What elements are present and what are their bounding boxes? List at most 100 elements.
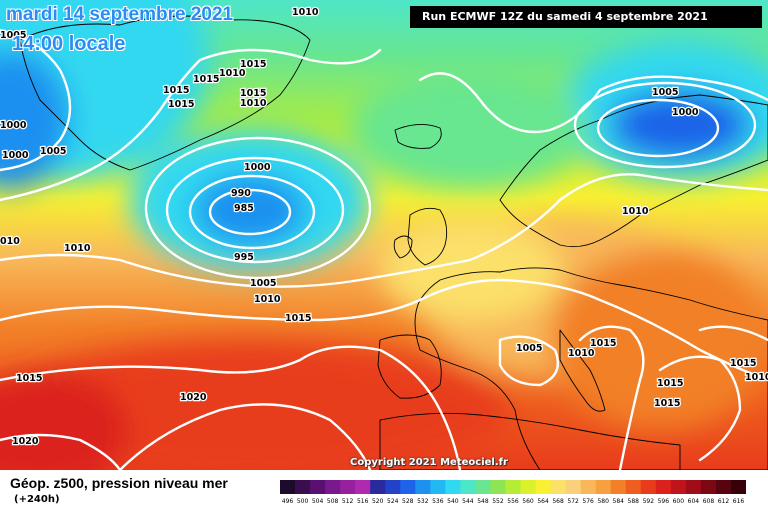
forecast-date: mardi 14 septembre 2021 — [6, 4, 234, 25]
legend-value: 496 — [282, 498, 294, 505]
legend-swatch — [430, 480, 446, 494]
isobar-labels: 1010 1005 1015 1010 1015 1015 1015 1010 … — [0, 6, 768, 449]
isobar-label: 995 — [234, 252, 254, 263]
legend-value: 508 — [327, 498, 339, 505]
legend-value: 568 — [552, 498, 564, 505]
isobar-label: 1015 — [590, 338, 616, 349]
legend-value: 548 — [477, 498, 489, 505]
legend-value: 500 — [297, 498, 309, 505]
legend-value: 528 — [402, 498, 414, 505]
legend-value: 584 — [613, 498, 625, 505]
legend-swatch — [355, 480, 371, 494]
model-run-info: Run ECMWF 12Z du samedi 4 septembre 2021 — [410, 6, 762, 28]
legend-value: 576 — [582, 498, 594, 505]
iceland-coast — [394, 124, 442, 149]
legend-swatch — [400, 480, 416, 494]
z500-field — [0, 0, 768, 470]
legend-swatch — [280, 480, 296, 494]
legend-value: 600 — [673, 498, 685, 505]
isobar-label: 1000 — [2, 150, 29, 161]
legend-swatch — [520, 480, 536, 494]
isobar-label: 1010 — [292, 7, 319, 18]
legend-swatch — [310, 480, 326, 494]
forecast-lead-time: (+240h) — [14, 494, 60, 505]
isobar-label: 1010 — [254, 294, 281, 305]
legend-value: 512 — [342, 498, 354, 505]
legend-swatch — [610, 480, 627, 494]
isobar-label: 1000 — [244, 162, 271, 173]
weather-map: 1010 1005 1015 1010 1015 1015 1015 1010 … — [0, 0, 768, 470]
isobar-label: 010 — [0, 236, 20, 247]
isobar-label: 1015 — [168, 99, 194, 110]
legend-value: 532 — [417, 498, 429, 505]
isobar-label: 1000 — [0, 120, 27, 131]
isobar-label: 1015 — [163, 85, 189, 96]
legend-value: 608 — [703, 498, 715, 505]
legend-value: 572 — [567, 498, 579, 505]
legend-swatch — [415, 480, 431, 494]
legend-swatch — [655, 480, 672, 494]
legend-swatch — [730, 480, 746, 494]
legend-value: 516 — [357, 498, 369, 505]
legend-value: 540 — [447, 498, 459, 505]
land-outlines — [19, 15, 768, 470]
legend-swatch — [490, 480, 506, 494]
iberia-coast — [377, 334, 442, 399]
legend-value: 504 — [312, 498, 324, 505]
legend-swatch — [595, 480, 612, 494]
map-title: Géop. z500, pression niveau mer — [10, 475, 228, 491]
legend-value: 612 — [718, 498, 730, 505]
europe-coast — [414, 267, 768, 470]
british-isles-coast — [407, 207, 448, 266]
isobar-label: 1015 — [654, 398, 680, 409]
legend-value: 544 — [462, 498, 474, 505]
legend-value: 604 — [688, 498, 700, 505]
forecast-time: 14:00 locale — [12, 33, 126, 55]
isobar-label: 1010 — [240, 98, 267, 109]
legend-value: 520 — [372, 498, 384, 505]
italy-coast — [559, 329, 606, 412]
isobar-label: 1005 — [0, 30, 26, 41]
legend-swatch — [685, 480, 702, 494]
isobar-label: 1015 — [240, 59, 266, 70]
color-scale-legend: 496 500 504 508 512 516 520 524 528 532 536 540 544 5… — [280, 480, 746, 505]
legend-swatch — [505, 480, 521, 494]
legend-swatch — [670, 480, 687, 494]
isobar-label: 1010 — [568, 348, 595, 359]
isobar-label: 990 — [231, 188, 251, 199]
isobar-label: 1015 — [285, 313, 311, 324]
isobar-label: 1015 — [730, 358, 756, 369]
ireland-coast — [393, 235, 413, 259]
isobar-label: 1000 — [672, 107, 699, 118]
legend-value: 560 — [522, 498, 534, 505]
legend-swatch — [550, 480, 567, 494]
legend-swatch — [460, 480, 476, 494]
africa-coast — [379, 412, 681, 470]
legend-swatch — [475, 480, 491, 494]
isobar-label: 1010 — [622, 206, 649, 217]
isobar-label: 1005 — [516, 343, 542, 354]
legend-swatch — [580, 480, 597, 494]
legend-swatch — [640, 480, 657, 494]
isobar-label: 1020 — [180, 392, 207, 403]
legend-swatch — [340, 480, 356, 494]
legend-value: 592 — [643, 498, 655, 505]
isobar-label: 1015 — [193, 74, 219, 85]
isobar-label: 1005 — [250, 278, 276, 289]
legend-swatch — [295, 480, 311, 494]
legend-value: 564 — [537, 498, 549, 505]
isobar-label: 1010 — [64, 243, 91, 254]
isobar-label: 1015 — [657, 378, 683, 389]
isobar-label: 1005 — [40, 146, 66, 157]
legend-value: 552 — [492, 498, 504, 505]
legend-value: 580 — [597, 498, 609, 505]
isobar-lines — [0, 28, 768, 470]
isobar-label: 1005 — [652, 87, 678, 98]
isobar-label: 1015 — [16, 373, 42, 384]
legend-swatch — [565, 480, 582, 494]
legend-swatch — [385, 480, 401, 494]
legend-swatch — [625, 480, 642, 494]
greenland-coast — [19, 15, 311, 171]
legend-value: 524 — [387, 498, 399, 505]
isobar-label: 1015 — [240, 88, 266, 99]
